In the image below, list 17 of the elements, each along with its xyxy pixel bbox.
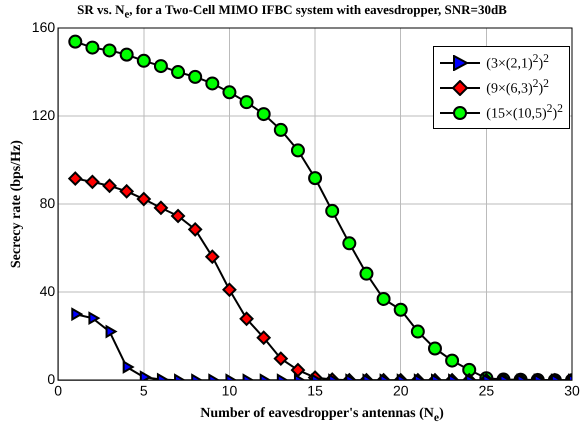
x-tick-label: 25 bbox=[478, 382, 494, 398]
y-tick-label: 120 bbox=[32, 106, 56, 123]
y-tick-label: 0 bbox=[47, 371, 56, 388]
y-tick-label: 80 bbox=[40, 194, 56, 211]
x-axis-title: Number of eavesdropper's antennas (N$_{e}$) bbox=[199, 406, 445, 424]
x-tick-label: 20 bbox=[392, 382, 409, 398]
legend-label: (9×(6,3)$^{2}$)$^{2}$ bbox=[486, 77, 549, 98]
y-tick-label: 160 bbox=[32, 18, 56, 35]
chart-title: SR vs. N$_{e}$, for a Two-Cell MIMO IFBC system with eavesdropper, SNR=30dB bbox=[76, 2, 508, 21]
y-tick-label: 40 bbox=[40, 283, 56, 300]
legend-label: (15×(10,5)$^{2}$)$^{2}$ bbox=[486, 102, 563, 123]
x-tick-label: 15 bbox=[307, 382, 324, 398]
legend-label: (3×(2,1)$^{2}$)$^{2}$ bbox=[486, 52, 549, 73]
y-axis-title: Secrecy rate (bps/Hz) bbox=[9, 140, 24, 268]
x-tick-label: 30 bbox=[564, 382, 580, 398]
x-tick-label: 5 bbox=[140, 382, 148, 398]
x-tick-label: 10 bbox=[222, 382, 238, 398]
